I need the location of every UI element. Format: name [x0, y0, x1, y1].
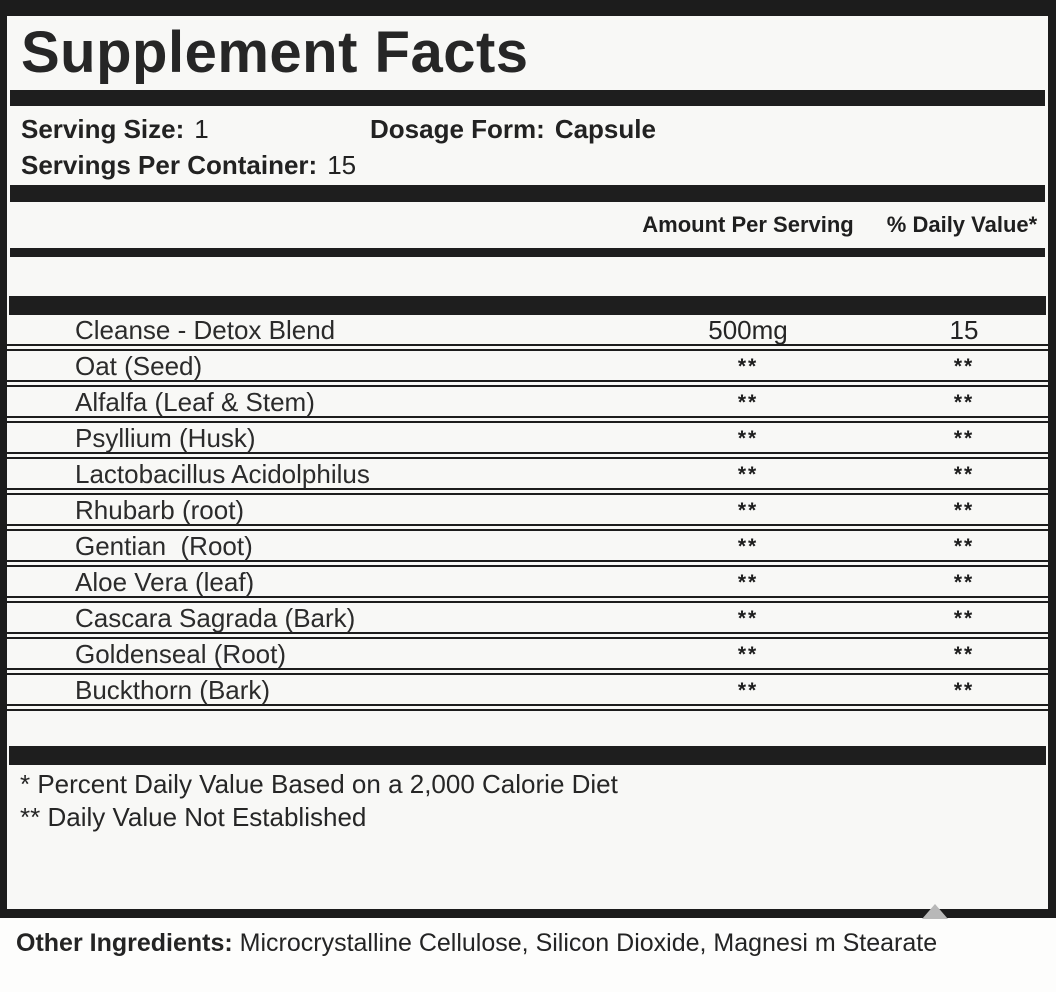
ingredient-daily-value: **	[953, 642, 975, 666]
ingredient-amount: **	[737, 354, 759, 378]
ingredient-amount: **	[737, 570, 759, 594]
other-ingredients-line: Other Ingredients: Microcrystalline Cell…	[16, 929, 1048, 958]
serving-size-value: 1	[194, 114, 209, 144]
other-ingredients-label: Other Ingredients:	[16, 929, 233, 957]
serving-size-group: Serving Size: 1	[21, 111, 370, 147]
column-header-amount: Amount Per Serving	[642, 212, 854, 237]
ingredient-daily-value: **	[953, 498, 975, 522]
serving-size-line: Serving Size: 1 Dosage Form: Capsule	[21, 111, 1048, 147]
table-row: Rhubarb (root) ** **	[7, 495, 1048, 531]
ingredient-name: Cleanse - Detox Blend	[75, 315, 336, 345]
footnotes-section: * Percent Daily Value Based on a 2,000 C…	[7, 765, 1048, 834]
ingredient-table: Cleanse - Detox Blend 500mg 15 Oat (Seed…	[7, 315, 1048, 711]
dosage-form-value: Capsule	[554, 114, 656, 144]
table-row: Oat (Seed) ** **	[7, 351, 1048, 387]
ingredient-name: Lactobacillus Acidolphilus	[75, 459, 370, 489]
spacer	[7, 711, 1048, 746]
ingredient-amount: **	[737, 606, 759, 630]
footnote-percent-daily-value: * Percent Daily Value Based on a 2,000 C…	[20, 769, 618, 799]
divider-bar-under-serving	[10, 185, 1045, 202]
dosage-form-label: Dosage Form:	[370, 114, 545, 144]
table-row: Aloe Vera (leaf) ** **	[7, 567, 1048, 603]
ingredient-daily-value: 15	[949, 315, 979, 345]
ingredient-daily-value: **	[953, 390, 975, 414]
servings-per-container-value: 15	[327, 150, 357, 180]
ingredient-name: Rhubarb (root)	[75, 495, 245, 525]
ingredient-name: Cascara Sagrada (Bark)	[75, 603, 356, 633]
ingredient-amount: 500mg	[708, 315, 788, 345]
page-title: Supplement Facts	[21, 20, 529, 85]
spacer	[7, 257, 1048, 296]
column-header-row: Amount Per Serving % Daily Value*	[7, 202, 1048, 248]
ingredient-name: Psyllium (Husk)	[75, 423, 256, 453]
table-row: Goldenseal (Root) ** **	[7, 639, 1048, 675]
ingredient-daily-value: **	[953, 570, 975, 594]
ingredient-amount: **	[737, 390, 759, 414]
ingredient-daily-value: **	[953, 426, 975, 450]
ingredient-name: Buckthorn (Bark)	[75, 675, 271, 705]
divider-bar-table-top	[9, 296, 1046, 315]
ingredient-name: Goldenseal (Root)	[75, 639, 286, 669]
other-ingredients-value: Microcrystalline Cellulose, Silicon Diox…	[239, 929, 938, 957]
scan-triangle-artifact	[922, 904, 948, 919]
table-row: Gentian (Root) ** **	[7, 531, 1048, 567]
ingredient-amount: **	[737, 462, 759, 486]
table-row: Buckthorn (Bark) ** **	[7, 675, 1048, 711]
servings-per-container-label: Servings Per Container:	[21, 150, 318, 180]
ingredient-name: Aloe Vera (leaf)	[75, 567, 255, 597]
dosage-form-group: Dosage Form: Capsule	[370, 111, 656, 147]
table-row: Alfalfa (Leaf & Stem) ** **	[7, 387, 1048, 423]
ingredient-name: Alfalfa (Leaf & Stem)	[75, 387, 315, 417]
ingredient-amount: **	[737, 498, 759, 522]
table-row: Psyllium (Husk) ** **	[7, 423, 1048, 459]
ingredient-name: Gentian (Root)	[75, 531, 253, 561]
divider-bar-above-footnotes	[9, 746, 1046, 765]
ingredient-name: Oat (Seed)	[75, 351, 203, 381]
footnote-not-established: ** Daily Value Not Established	[20, 802, 367, 832]
table-row: Cascara Sagrada (Bark) ** **	[7, 603, 1048, 639]
serving-size-label: Serving Size:	[21, 114, 185, 144]
ingredient-amount: **	[737, 534, 759, 558]
ingredient-daily-value: **	[953, 354, 975, 378]
ingredient-amount: **	[737, 642, 759, 666]
column-header-daily-value: % Daily Value*	[886, 212, 1038, 237]
ingredient-daily-value: **	[953, 534, 975, 558]
ingredient-daily-value: **	[953, 462, 975, 486]
ingredient-amount: **	[737, 426, 759, 450]
table-row: Lactobacillus Acidolphilus ** **	[7, 459, 1048, 495]
divider-bar-under-title	[10, 90, 1045, 106]
servings-per-container-line: Servings Per Container: 15	[21, 147, 1048, 183]
serving-info-section: Serving Size: 1 Dosage Form: Capsule Servi…	[7, 106, 1048, 185]
divider-bar-under-headers	[10, 248, 1045, 257]
ingredient-daily-value: **	[953, 678, 975, 702]
ingredient-amount: **	[737, 678, 759, 702]
supplement-facts-panel: Supplement Facts Serving Size: 1 Dosage F…	[0, 0, 1056, 918]
ingredient-daily-value: **	[953, 606, 975, 630]
table-row: Cleanse - Detox Blend 500mg 15	[7, 315, 1048, 351]
